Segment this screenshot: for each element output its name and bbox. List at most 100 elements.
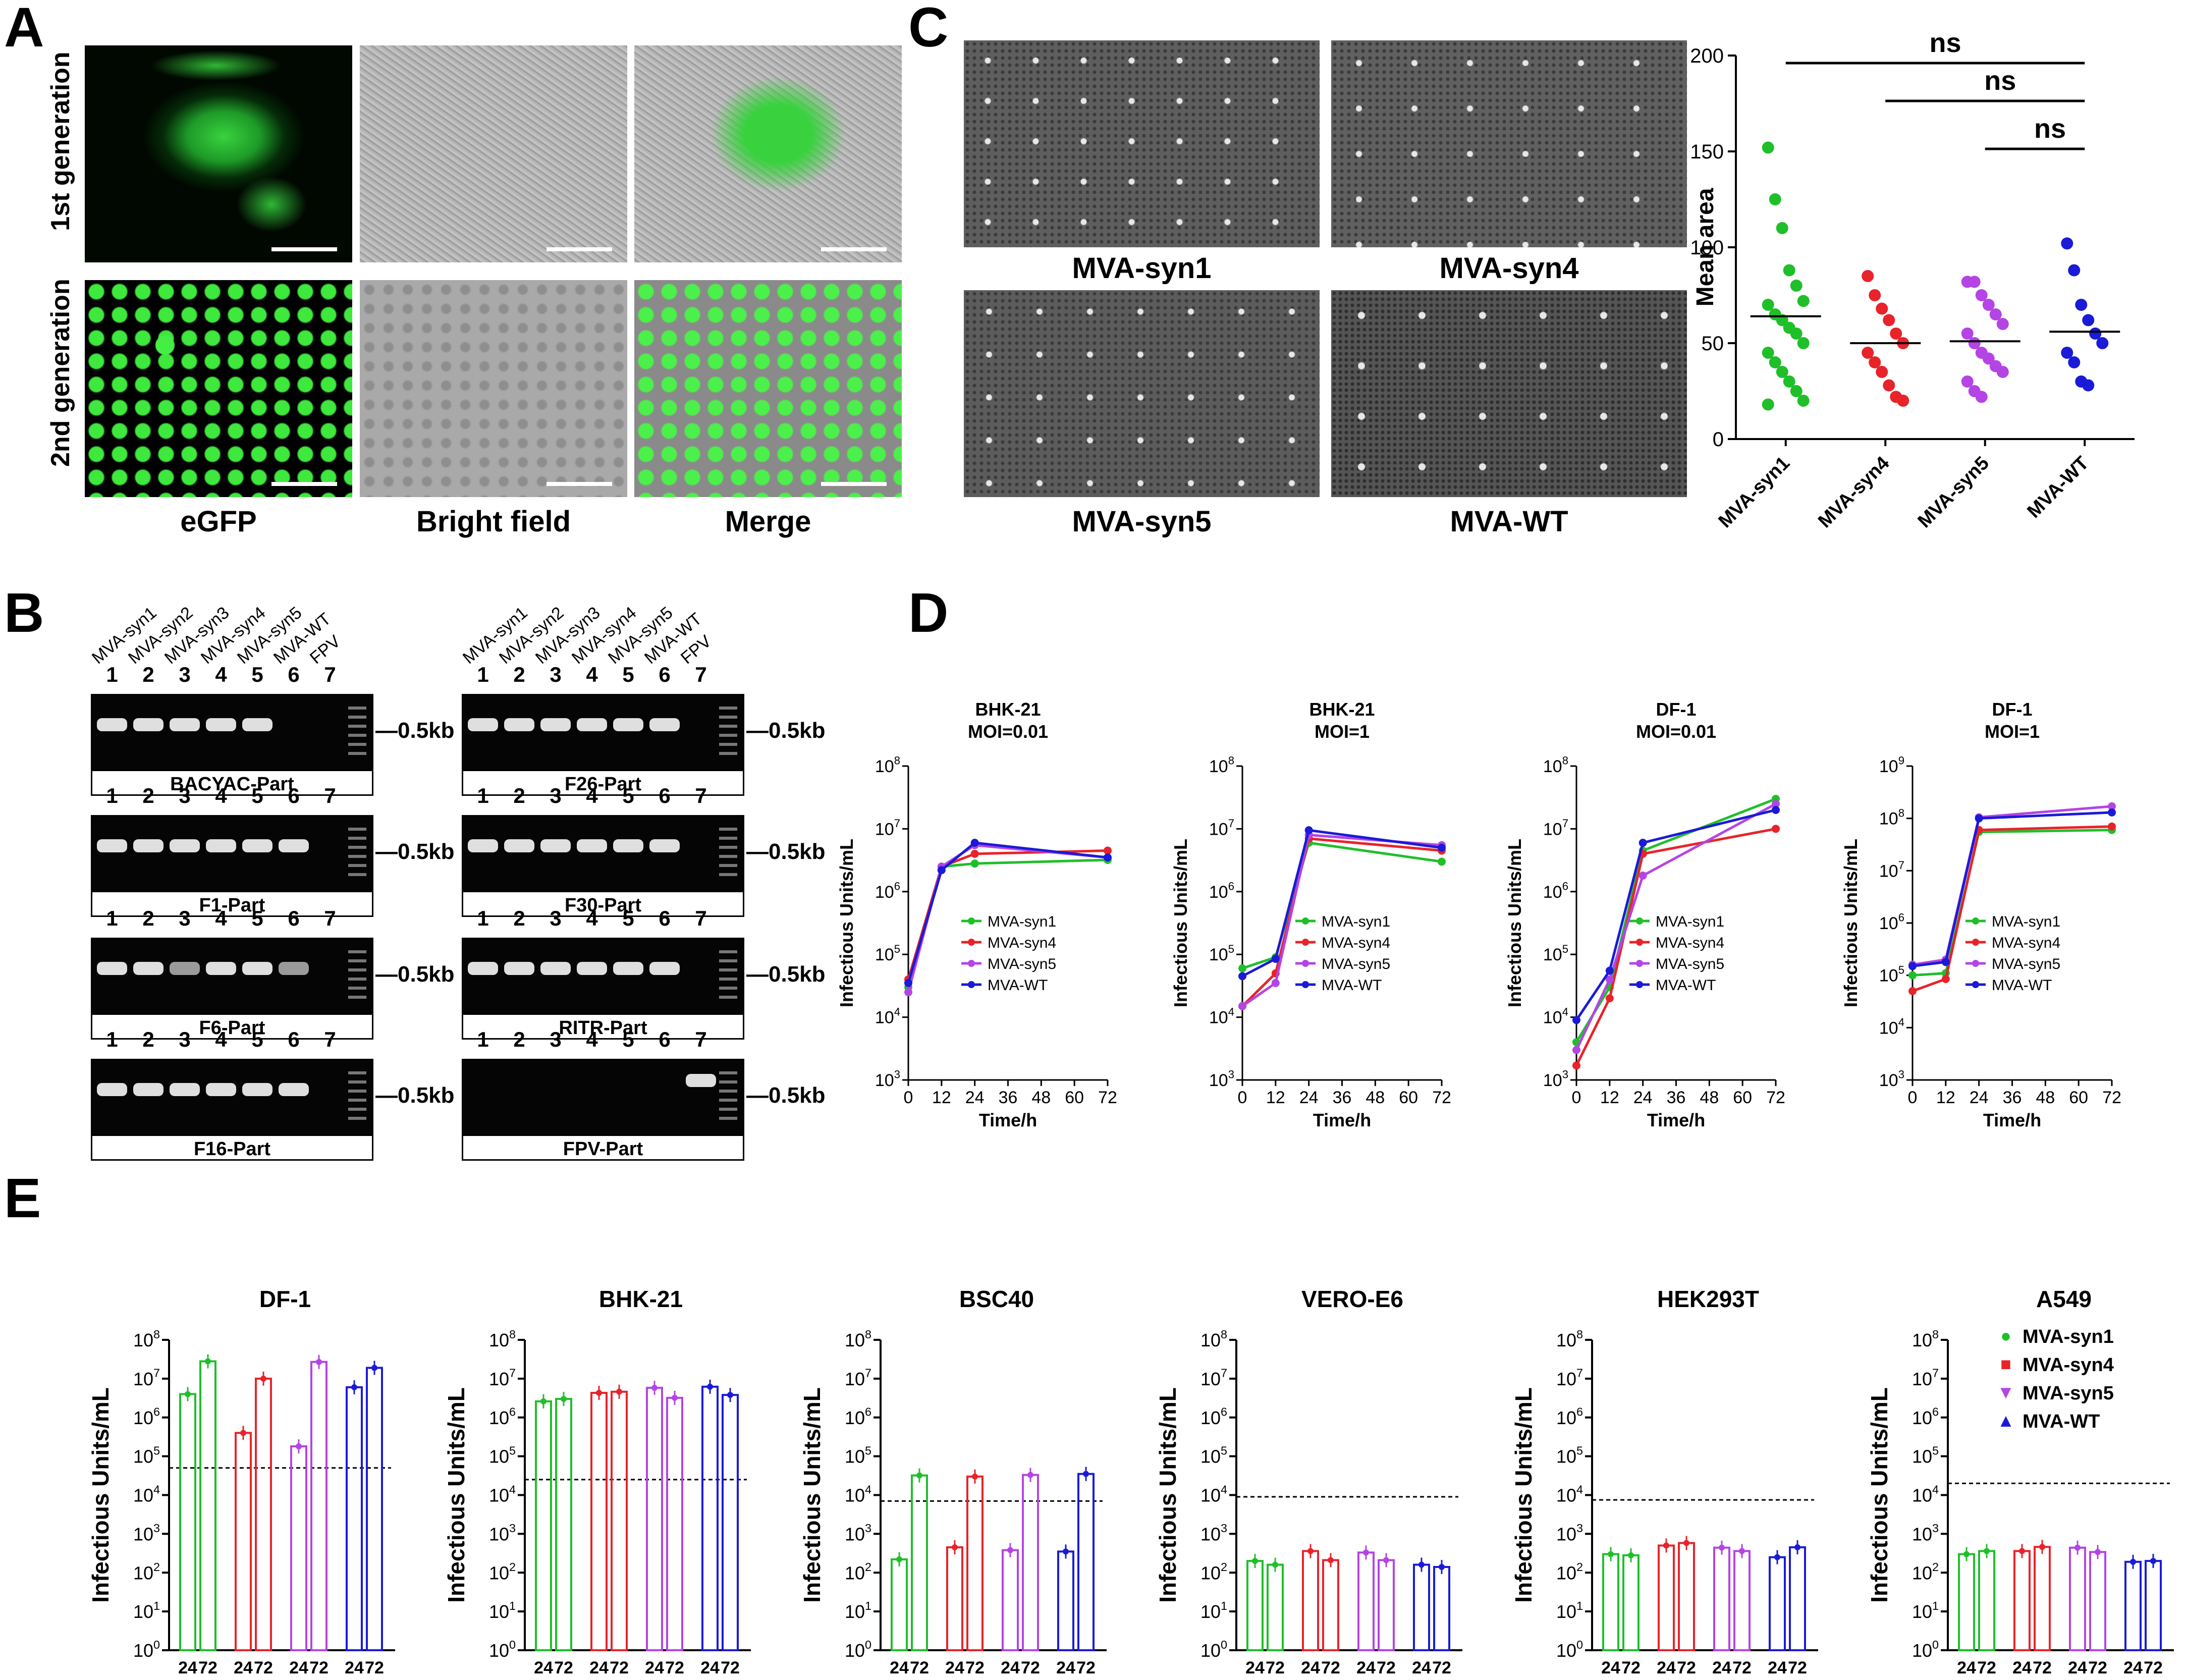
d-data-point <box>1772 799 1780 808</box>
c-data-point <box>1797 337 1810 349</box>
e-bar <box>2145 1560 2162 1652</box>
e-x-tick-label: 72 <box>554 1658 573 1677</box>
d-data-point <box>2108 802 2116 810</box>
c-data-point <box>1982 299 1995 311</box>
gel-ladder-band <box>719 828 737 831</box>
e-x-tick-label: 72 <box>1677 1658 1696 1677</box>
d-y-tick-label: 107 <box>875 817 900 839</box>
c-data-point <box>2068 356 2081 368</box>
e-data-point <box>1794 1544 1800 1551</box>
gel-lane-number: 4 <box>586 1027 598 1051</box>
e-x-tick-label: 24 <box>289 1658 308 1677</box>
d-y-tick-label: 105 <box>1879 963 1904 985</box>
d-data-point <box>1941 958 1950 966</box>
gel-lane-number: 3 <box>179 906 191 930</box>
e-x-tick-label: 24 <box>589 1658 609 1677</box>
c-data-point <box>1869 289 1881 301</box>
e-x-tick-label: 24 <box>700 1658 720 1677</box>
gel-band <box>577 962 607 975</box>
e-bar <box>1769 1556 1786 1652</box>
e-data-point <box>916 1472 922 1479</box>
gel-lane-number: 5 <box>251 784 263 807</box>
gel-band <box>686 1074 716 1087</box>
gel-band <box>649 962 680 975</box>
e-data-point <box>1963 1551 1970 1557</box>
d-y-tick-label: 103 <box>1879 1068 1904 1090</box>
e-y-tick-label: 104 <box>133 1483 160 1505</box>
d-y-tick-label: 107 <box>1879 859 1904 881</box>
gel-lane-number: 3 <box>179 663 191 686</box>
gel-lane-number: 3 <box>550 1027 562 1051</box>
e-y-tick-label: 107 <box>489 1367 516 1389</box>
d-data-point <box>1605 994 1614 1003</box>
gel-image <box>462 815 744 891</box>
d-x-tick-label: 60 <box>2069 1088 2088 1107</box>
gel-band <box>577 718 607 731</box>
d-x-axis-label: Time/h <box>1313 1110 1371 1130</box>
e-y-tick-label: 103 <box>845 1522 871 1544</box>
d-legend-marker <box>968 917 975 925</box>
d-legend-label: MVA-WT <box>1992 977 2052 994</box>
d-data-point <box>904 988 912 997</box>
c-data-point <box>1776 366 1788 378</box>
e-bar <box>722 1394 739 1652</box>
d-legend-marker <box>968 939 975 946</box>
e-y-tick-label: 102 <box>1556 1560 1583 1583</box>
e-y-tick-label: 108 <box>845 1328 871 1350</box>
gel-band <box>133 839 163 852</box>
gel-band <box>170 718 200 731</box>
e-x-tick-label: 72 <box>610 1658 629 1677</box>
e-y-tick-label: 100 <box>1556 1638 1583 1661</box>
gel-ladder-band <box>719 1071 737 1074</box>
c-data-point <box>2068 264 2081 277</box>
e-bar <box>701 1385 719 1652</box>
c-data-point <box>1876 302 1888 315</box>
e-bar <box>1302 1550 1319 1651</box>
e-chart-title: HEK293T <box>1657 1286 1759 1312</box>
gel-lane-number: 4 <box>586 784 598 807</box>
gel-lane-number: 5 <box>251 906 263 930</box>
e-bar <box>946 1546 963 1651</box>
e-x-tick-label: 24 <box>1356 1658 1376 1677</box>
d-y-tick-label: 106 <box>1879 911 1904 933</box>
e-y-tick-label: 101 <box>1556 1599 1583 1622</box>
panel-label-b: B <box>4 582 44 644</box>
gel-lane-number: 4 <box>586 663 598 686</box>
c-data-point <box>1897 395 1909 407</box>
e-bar <box>366 1367 383 1651</box>
d-y-tick-label: 104 <box>1879 1016 1904 1038</box>
e-bar <box>179 1393 196 1651</box>
c-data-point <box>1869 356 1881 368</box>
c-data-point <box>1982 352 1995 365</box>
micro-merge-gen1 <box>634 45 902 262</box>
gel-band <box>133 1083 163 1096</box>
panel-label-c: C <box>908 0 949 59</box>
d-data-point <box>1438 843 1446 852</box>
gel-band <box>242 962 272 975</box>
d-data-point <box>1572 1046 1580 1054</box>
d-data-point <box>1605 975 1614 984</box>
e-y-tick-label: 100 <box>133 1638 160 1661</box>
gel-ladder-band <box>348 1117 366 1120</box>
d-x-axis-label: Time/h <box>1983 1110 2041 1130</box>
e-data-point <box>1984 1548 1990 1554</box>
micro-brightfield-gen1 <box>360 45 627 262</box>
e-data-point <box>1418 1561 1425 1568</box>
e-y-tick-label: 104 <box>1200 1483 1227 1505</box>
e-data-point <box>1739 1548 1745 1554</box>
e-data-point <box>1363 1549 1369 1556</box>
gel-ladder-band <box>719 846 737 849</box>
gel-ladder-band <box>719 968 737 971</box>
gel-ladder-band <box>719 734 737 737</box>
gel-ladder-band <box>348 968 366 971</box>
e-x-tick-label: 24 <box>945 1658 964 1677</box>
gel-lane-number: 2 <box>142 1027 154 1051</box>
gel-band <box>206 839 236 852</box>
gel-lane-number: 4 <box>215 663 227 686</box>
gel-lane-number: 1 <box>106 663 118 686</box>
gel-lane-number: 1 <box>106 784 118 807</box>
gel-lane-number: 3 <box>550 906 562 930</box>
c-data-point <box>1769 356 1781 368</box>
e-x-tick-label: 24 <box>890 1658 909 1677</box>
gel-ladder-band <box>719 1117 737 1120</box>
